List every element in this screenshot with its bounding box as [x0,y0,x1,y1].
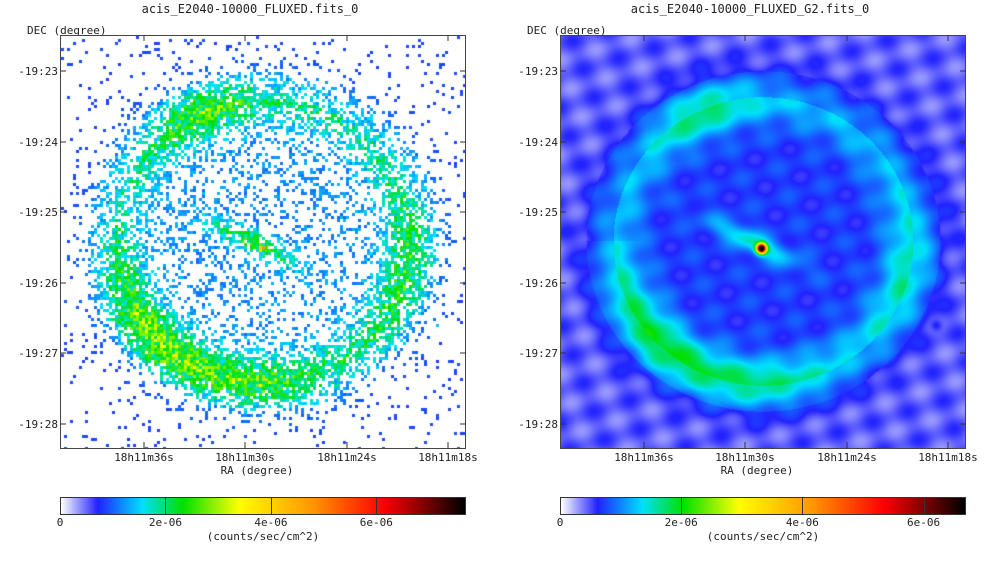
colorbar-tick-label: 0 [56,516,64,529]
y-tick-label: -19:23 [18,65,58,78]
x-tick-label: 18h11m18s [418,451,478,464]
heatmap-image [61,36,465,448]
colorbar-label: (counts/sec/cm^2) [706,530,820,543]
heatmap-image [561,36,965,448]
x-axis-label: RA (degree) [220,464,294,477]
axis-ticks [60,35,466,449]
left-image-panel: acis_E2040-10000_FLUXED.fits_0 DEC (degr… [18,2,478,543]
y-tick-label: -19:24 [518,136,558,149]
y-tick-label: -19:26 [18,277,58,290]
y-tick-label: -19:26 [518,277,558,290]
y-tick-label: -19:25 [18,206,58,219]
image-title: acis_E2040-10000_FLUXED_G2.fits_0 [630,2,870,16]
colorbar-tick-mark [165,497,166,515]
image-title: acis_E2040-10000_FLUXED.fits_0 [141,2,359,16]
colorbar-label: (counts/sec/cm^2) [206,530,320,543]
x-tick-label: 18h11m24s [317,451,377,464]
right-image-panel: acis_E2040-10000_FLUXED_G2.fits_0 DEC (d… [500,0,1000,566]
x-tick-label: 18h11m36s [614,451,674,464]
colorbar-tick-label: 4e-06 [785,516,819,529]
colorbar-tick-label: 6e-06 [907,516,941,529]
colorbar-gradient [561,498,965,514]
x-tick-label: 18h11m36s [114,451,174,464]
x-tick-label: 18h11m30s [215,451,275,464]
colorbar-gradient [61,498,465,514]
x-tick-label: 18h11m24s [817,451,877,464]
x-axis-label: RA (degree) [720,464,794,477]
y-axis-label: DEC (degree) [527,24,607,37]
colorbar-tick-label: 6e-06 [359,516,393,529]
y-tick-label: -19:28 [518,418,558,431]
colorbar [60,497,466,515]
colorbar-tick-mark [376,497,377,515]
y-axis-label: DEC (degree) [27,24,107,37]
y-tick-label: -19:23 [518,65,558,78]
y-tick-label: -19:24 [18,136,58,149]
colorbar-tick-label: 2e-06 [664,516,698,529]
y-tick-label: -19:28 [18,418,58,431]
axis-ticks [560,35,966,449]
colorbar-tick-label: 2e-06 [148,516,183,529]
y-tick-label: -19:27 [518,347,558,360]
image-frame[interactable] [560,35,966,449]
colorbar-tick-mark [924,497,925,515]
colorbar-tick-label: 0 [556,516,564,529]
colorbar-tick-label: 4e-06 [254,516,288,529]
colorbar-tick-mark [681,497,682,515]
colorbar-tick-mark [802,497,803,515]
y-tick-label: -19:27 [18,347,58,360]
x-tick-label: 18h11m18s [918,451,978,464]
colorbar-tick-mark [271,497,272,515]
x-tick-label: 18h11m30s [715,451,775,464]
image-frame[interactable] [60,35,466,449]
y-tick-label: -19:25 [518,206,558,219]
colorbar [560,497,966,515]
